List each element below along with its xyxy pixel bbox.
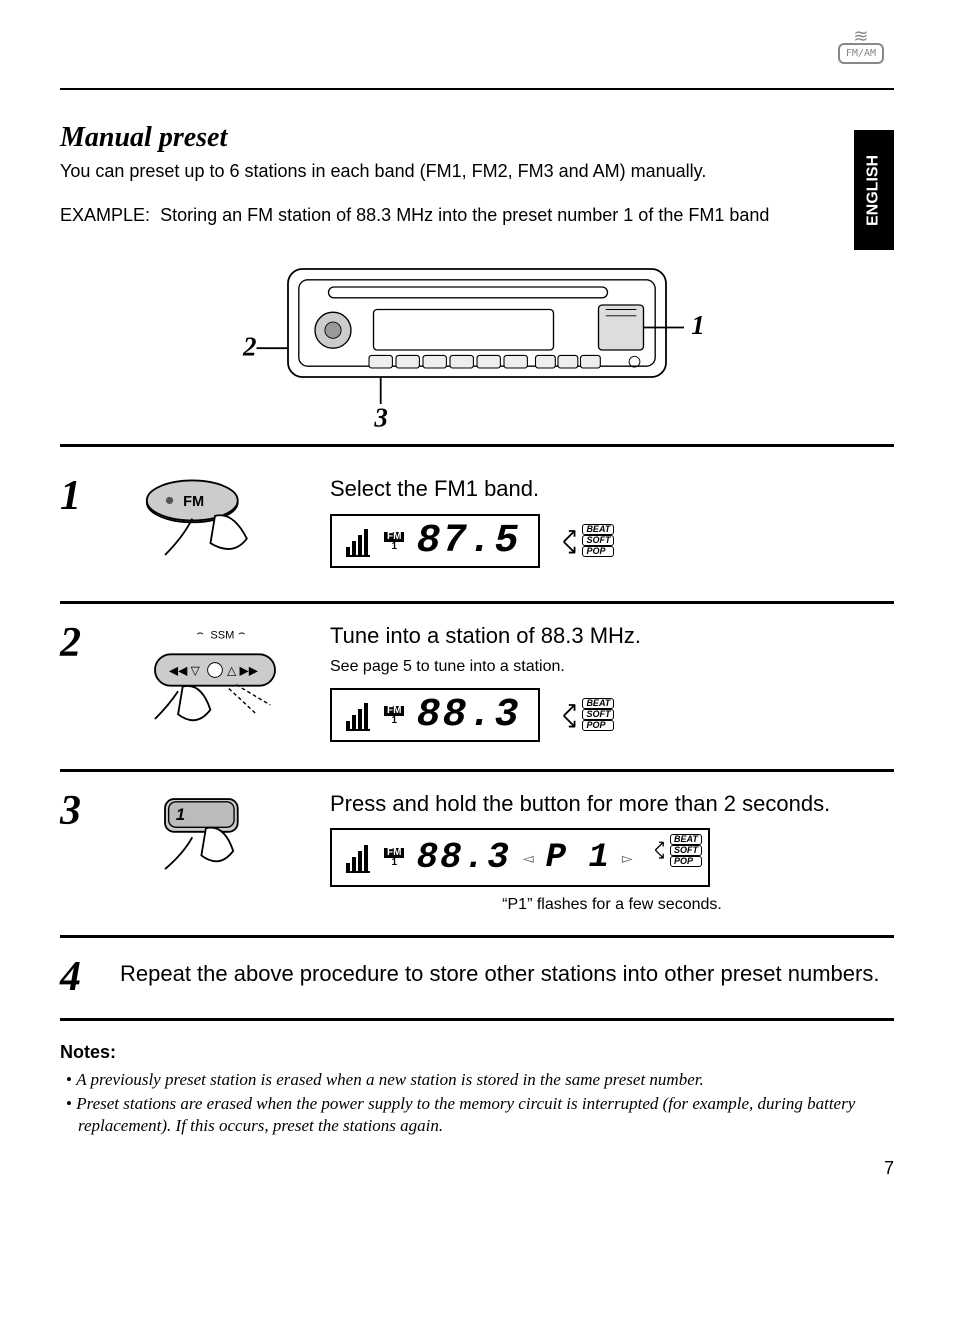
header-rule: ≋ FM/AM [60,40,894,90]
notes-section: Notes: A previously preset station is er… [60,1041,894,1137]
example-body: Storing an FM station of 88.3 MHz into t… [160,205,769,225]
frequency-readout: 88.3 [416,696,520,736]
section-title: Manual preset [60,120,824,156]
sound-mode-indicator: ↗↘ BEAT SOFT POP [560,524,614,557]
step-1: 1 FM Select the FM1 band. FM [60,457,894,601]
note-item: A previously preset station is erased wh… [60,1069,894,1091]
intro-text: You can preset up to 6 stations in each … [60,160,824,183]
notes-heading: Notes: [60,1041,894,1064]
step-1-media: FM [120,475,310,581]
step-4: 4 Repeat the above procedure to store ot… [60,935,894,1021]
frequency-readout: 87.5 [416,522,520,562]
sound-mode-indicator: ↗↘ BEAT SOFT POP [653,834,702,867]
fm-indicator: FM 1 [384,706,404,726]
svg-text:3: 3 [373,403,388,433]
step-2-media: ⌢ SSM ⌢ ◀◀ ▽ △ ▶▶ [120,622,310,748]
step-2: 2 ⌢ SSM ⌢ ◀◀ ▽ △ ▶▶ Tune into a station … [60,601,894,768]
step-3: 3 1 Press and hold the button for more t… [60,769,894,936]
lcd-display-1: FM 1 87.5 [330,514,540,568]
svg-text:1: 1 [691,310,705,340]
svg-text:⌢: ⌢ [197,627,204,639]
page-number: 7 [60,1157,894,1180]
step-3-caption: “P1” flashes for a few seconds. [330,895,894,916]
svg-text:SSM: SSM [210,630,234,642]
divider [60,444,894,447]
svg-text:⌢: ⌢ [238,627,245,639]
step-1-title: Select the FM1 band. [330,475,894,504]
signal-icon [346,527,372,557]
step-2-title: Tune into a station of 88.3 MHz. [330,622,894,651]
step-3-title: Press and hold the button for more than … [330,790,894,819]
lcd-display-3: FM 1 88.3 ◅ P 1 ▻ ↗↘ BEAT SOFT POP [330,828,710,886]
step-number: 2 [60,622,100,748]
note-item: Preset stations are erased when the powe… [60,1093,894,1137]
step-number: 1 [60,475,100,581]
language-tab: ENGLISH [854,130,894,250]
flash-icon: ▻ [622,849,633,867]
step-number: 4 [60,956,100,998]
sound-mode-indicator: ↗↘ BEAT SOFT POP [560,698,614,731]
svg-text:◀◀ ▽: ◀◀ ▽ [169,664,201,678]
frequency-readout: 88.3 [416,840,510,876]
signal-icon [346,843,372,873]
svg-text:FM: FM [183,494,204,510]
lcd-display-2: FM 1 88.3 [330,688,540,742]
flash-icon: ◅ [523,849,534,867]
svg-text:1: 1 [176,806,185,824]
fm-indicator: FM 1 [384,532,404,552]
svg-text:△ ▶▶: △ ▶▶ [227,664,259,678]
fm-indicator: FM 1 [384,848,404,868]
step-number: 3 [60,790,100,916]
preset-flash: P 1 [546,836,610,880]
example-label: EXAMPLE: [60,205,150,225]
step-3-media: 1 [120,790,310,916]
svg-text:2: 2 [242,331,257,361]
device-diagram: 1 2 3 [217,260,737,440]
signal-icon [346,701,372,731]
step-2-sub: See page 5 to tune into a station. [330,657,894,678]
example-text: EXAMPLE: Storing an FM station of 88.3 M… [60,204,824,227]
device-logo: ≋ FM/AM [838,30,884,64]
step-4-text: Repeat the above procedure to store othe… [120,960,894,989]
